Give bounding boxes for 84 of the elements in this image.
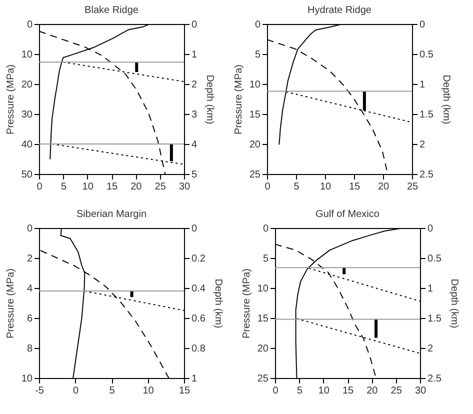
y-tick-label: 30 (21, 110, 33, 120)
y2-tick-label: 2 (192, 80, 198, 90)
y-tick-label: 10 (21, 374, 33, 384)
x-tick-label: 10 (142, 386, 154, 396)
y-tick-label: 2 (26, 254, 33, 264)
y-axis-title: Pressure (MPa) (241, 268, 252, 339)
y2-tick-label: 0.8 (192, 344, 206, 354)
x-tick-label: 0 (36, 182, 43, 192)
y-tick-label: 25 (257, 374, 269, 384)
x-tick-label: 5 (296, 386, 303, 396)
x-tick-label: 20 (366, 386, 378, 396)
y2-tick-label: 0.6 (192, 314, 206, 324)
y2-tick-label: 0.5 (420, 50, 434, 60)
y2-tick-label: 1 (420, 80, 426, 90)
y2-tick-label: 0 (192, 224, 198, 234)
chart-title: Gulf of Mexico (316, 209, 380, 220)
x-tick-label: -5 (35, 386, 44, 396)
y2-tick-label: 1.5 (428, 314, 442, 324)
chart-title: Blake Ridge (84, 5, 139, 16)
y-tick-label: 5 (262, 254, 269, 264)
y-tick-label: 50 (21, 170, 33, 180)
x-tick-label: 15 (178, 386, 190, 396)
y-axis-title: Pressure (MPa) (233, 64, 244, 135)
y2-tick-label: 0 (192, 20, 198, 30)
x-tick-label: 15 (348, 182, 360, 192)
y-tick-label: 0 (26, 224, 33, 234)
y-tick-label: 0 (262, 224, 269, 234)
y-tick-label: 25 (249, 170, 261, 180)
x-tick-label: 30 (178, 182, 190, 192)
y-tick-label: 10 (257, 284, 269, 294)
y2-tick-label: 2.5 (428, 374, 442, 384)
y-tick-label: 4 (26, 284, 33, 294)
y-tick-label: 40 (21, 140, 33, 150)
x-tick-label: 20 (130, 182, 142, 192)
x-tick-label: 25 (154, 182, 166, 192)
y2-tick-label: 2 (428, 344, 434, 354)
y2-tick-label: 2 (420, 140, 426, 150)
y2-tick-label: 0.2 (192, 254, 206, 264)
x-tick-label: 0 (72, 386, 79, 396)
y2-tick-label: 0 (428, 224, 434, 234)
y-tick-label: 6 (26, 314, 33, 324)
y2-tick-label: 1 (428, 284, 434, 294)
x-tick-label: 30 (414, 386, 426, 396)
y-tick-label: 10 (21, 50, 33, 60)
y-tick-label: 0 (26, 20, 33, 30)
y2-tick-label: 0 (420, 20, 426, 30)
y-tick-label: 20 (249, 140, 261, 150)
y2-tick-label: 1 (192, 374, 198, 384)
y2-tick-label: 1 (192, 50, 198, 60)
y2-tick-label: 4 (192, 140, 198, 150)
y2-axis-title: Depth (km) (212, 278, 224, 328)
x-tick-label: 20 (378, 182, 390, 192)
y-tick-label: 20 (21, 80, 33, 90)
y-tick-label: 20 (257, 344, 269, 354)
y-tick-label: 15 (249, 110, 261, 120)
x-tick-label: 15 (342, 386, 354, 396)
x-tick-label: 5 (60, 182, 67, 192)
x-tick-label: 5 (109, 386, 116, 396)
x-tick-label: 25 (390, 386, 402, 396)
y-tick-label: 15 (257, 314, 269, 324)
chart-title: Siberian Margin (76, 209, 147, 220)
y2-tick-label: 3 (192, 110, 198, 120)
x-tick-label: 10 (320, 182, 332, 192)
x-tick-label: 10 (82, 182, 94, 192)
y2-tick-label: 0.4 (192, 284, 206, 294)
y-tick-label: 5 (254, 50, 261, 60)
y-tick-label: 8 (26, 344, 33, 354)
y-axis-title: Pressure (MPa) (5, 64, 16, 135)
y2-axis-title: Depth (km) (440, 74, 452, 124)
y-axis-title: Pressure (MPa) (5, 268, 16, 339)
y2-axis-title: Depth (km) (448, 278, 460, 328)
x-tick-label: 5 (294, 182, 300, 192)
y-tick-label: 10 (249, 80, 261, 90)
y2-tick-label: 5 (192, 170, 198, 180)
y-tick-label: 0 (254, 20, 261, 30)
x-tick-label: 15 (106, 182, 118, 192)
y2-axis-title: Depth (km) (204, 74, 216, 124)
x-tick-label: 25 (406, 182, 418, 192)
y2-tick-label: 1.5 (420, 110, 434, 120)
x-tick-label: 10 (318, 386, 330, 396)
y2-tick-label: 0.5 (428, 254, 442, 264)
y2-tick-label: 2.5 (420, 170, 434, 180)
chart-title: Hydrate Ridge (308, 5, 372, 16)
x-tick-label: 0 (272, 386, 279, 396)
